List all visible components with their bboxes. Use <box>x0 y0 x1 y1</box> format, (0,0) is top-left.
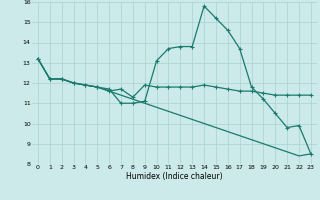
X-axis label: Humidex (Indice chaleur): Humidex (Indice chaleur) <box>126 172 223 181</box>
